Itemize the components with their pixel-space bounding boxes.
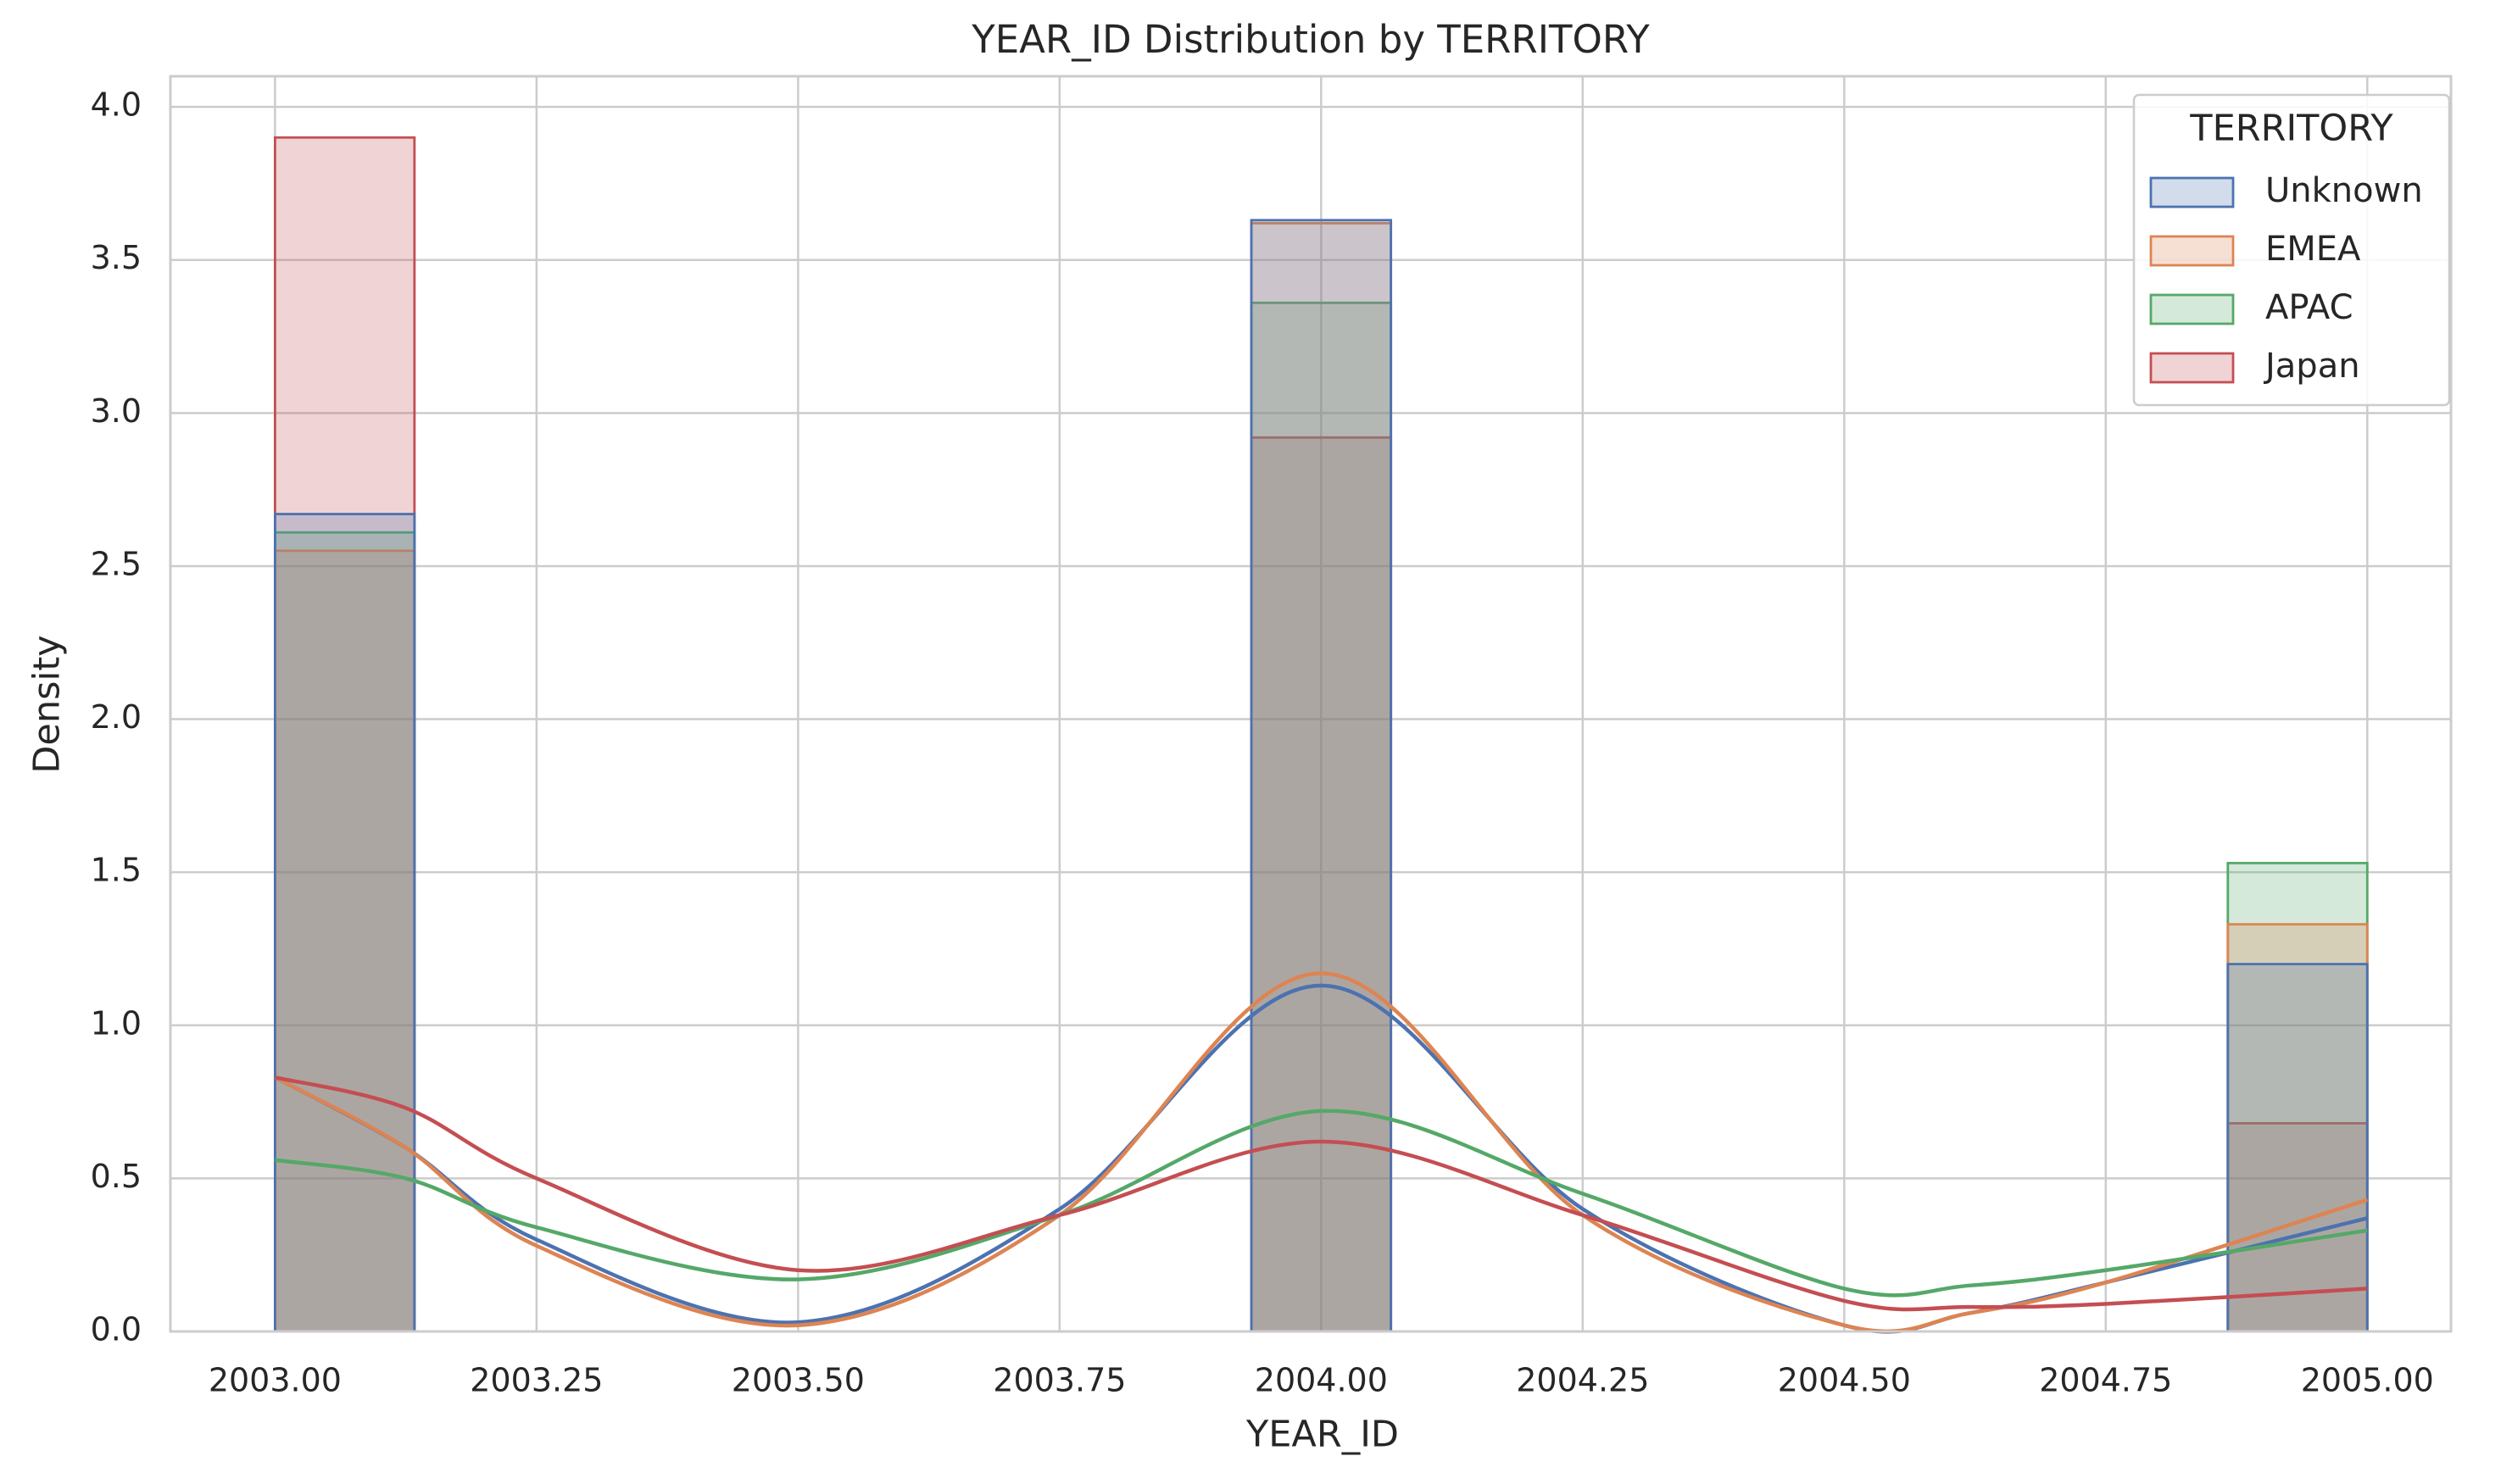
histogram-bar — [1250, 436, 1393, 1333]
legend-swatch — [2149, 176, 2235, 208]
histogram-bar — [273, 136, 416, 1333]
chart-title: YEAR_ID Distribution by TERRITORY — [971, 17, 1650, 62]
legend-label: Unknown — [2265, 171, 2423, 210]
kde-line — [275, 1109, 2368, 1298]
y-tick-label: 4.0 — [91, 86, 142, 124]
legend-title: TERRITORY — [2189, 108, 2393, 150]
histogram-bar — [273, 513, 416, 1333]
y-tick-label: 2.0 — [91, 698, 142, 736]
y-tick-label: 2.5 — [91, 545, 142, 582]
x-tick-label: 2003.25 — [470, 1362, 603, 1399]
y-tick-label: 3.5 — [91, 239, 142, 276]
histogram-bar — [2226, 861, 2369, 1333]
histogram-bar — [273, 531, 416, 1333]
x-tick-label: 2003.50 — [732, 1362, 865, 1399]
x-tick-label: 2004.75 — [2039, 1362, 2172, 1399]
x-tick-label: 2004.50 — [1778, 1362, 1911, 1399]
y-tick-label: 3.0 — [91, 392, 142, 430]
x-tick-label: 2004.00 — [1255, 1362, 1388, 1399]
x-tick-label: 2003.75 — [993, 1362, 1126, 1399]
y-tick-label: 0.5 — [91, 1158, 142, 1195]
legend-swatch — [2149, 235, 2235, 267]
kde-line — [274, 971, 2368, 1334]
x-tick-label: 2003.00 — [209, 1362, 342, 1399]
histogram-bar — [273, 549, 416, 1333]
legend-box — [2132, 93, 2451, 407]
legend-label: Japan — [2263, 347, 2360, 386]
legend: TERRITORY Unknown EMEA APAC Japan — [2132, 93, 2451, 407]
legend-swatch — [2149, 352, 2235, 384]
x-tick-label: 2004.25 — [1516, 1362, 1649, 1399]
legend-label: EMEA — [2265, 230, 2361, 269]
plot-frame — [169, 75, 2453, 1333]
x-axis-label: YEAR_ID — [1245, 1414, 1399, 1456]
y-axis-label: Density — [26, 635, 69, 773]
legend-swatch — [2149, 293, 2235, 325]
y-tick-label: 1.5 — [91, 852, 142, 889]
x-tick-label: 2005.00 — [2301, 1362, 2434, 1399]
y-tick-label: 0.0 — [91, 1311, 142, 1348]
y-tick-label: 1.0 — [91, 1004, 142, 1042]
legend-label: APAC — [2265, 288, 2353, 327]
kde-line — [274, 1075, 2368, 1312]
histogram-bar — [2226, 963, 2369, 1333]
histogram-bar — [1250, 219, 1393, 1333]
